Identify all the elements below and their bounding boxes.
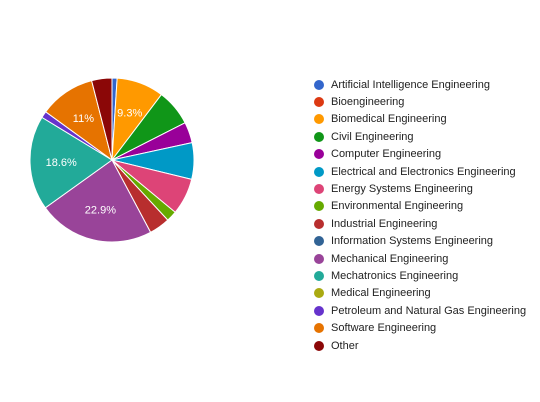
legend-swatch [314, 149, 324, 160]
legend-swatch [314, 131, 324, 142]
pie-slice[interactable] [44, 159, 152, 243]
legend-label: Petroleum and Natural Gas Engineering [331, 304, 527, 317]
legend-swatch [314, 253, 324, 264]
legend-item[interactable]: Medical Engineering [314, 285, 526, 302]
legend-label: Information Systems Engineering [331, 235, 494, 248]
legend-label: Bioengineering [331, 96, 405, 109]
legend-swatch [314, 305, 324, 316]
legend-swatch [314, 114, 324, 125]
legend-label: Civil Engineering [331, 130, 414, 143]
legend-swatch [314, 166, 324, 177]
legend-swatch [314, 184, 324, 195]
legend-label: Other [331, 339, 359, 352]
legend: Artificial Intelligence Engineering Bioen… [314, 76, 526, 354]
legend-item[interactable]: Biomedical Engineering [314, 111, 526, 128]
legend-label: Electrical and Electronics Engineering [331, 165, 516, 178]
legend-item[interactable]: Industrial Engineering [314, 215, 526, 232]
legend-item[interactable]: Mechanical Engineering [314, 250, 526, 267]
legend-item[interactable]: Energy Systems Engineering [314, 180, 526, 197]
slice-data-label: 22.9% [85, 205, 116, 217]
legend-swatch [314, 323, 324, 334]
pie-slice[interactable] [29, 116, 113, 209]
pie-chart: 9.3% 22.9% 18.6% 11% [29, 77, 195, 243]
legend-item[interactable]: Bioengineering [314, 93, 526, 110]
slice-data-label: 9.3% [117, 107, 142, 119]
slice-data-label: 18.6% [46, 157, 77, 169]
legend-swatch [314, 97, 324, 108]
legend-item[interactable]: Information Systems Engineering [314, 233, 526, 250]
legend-item[interactable]: Other [314, 337, 526, 354]
pie-slice[interactable] [91, 77, 113, 161]
legend-item[interactable]: Environmental Engineering [314, 198, 526, 215]
legend-swatch [314, 340, 324, 351]
legend-swatch [314, 218, 324, 229]
legend-label: Environmental Engineering [331, 200, 464, 213]
legend-label: Industrial Engineering [331, 217, 438, 230]
legend-item[interactable]: Software Engineering [314, 319, 526, 336]
slice-data-label: 11% [73, 113, 94, 125]
legend-label: Energy Systems Engineering [331, 183, 473, 196]
legend-swatch [314, 79, 324, 90]
legend-label: Medical Engineering [331, 287, 431, 300]
legend-label: Biomedical Engineering [331, 113, 447, 126]
legend-item[interactable]: Petroleum and Natural Gas Engineering [314, 302, 526, 319]
legend-item[interactable]: Mechatronics Engineering [314, 267, 526, 284]
legend-swatch [314, 288, 324, 299]
legend-label: Mechanical Engineering [331, 252, 449, 265]
legend-item[interactable]: Artificial Intelligence Engineering [314, 76, 526, 93]
legend-item[interactable]: Computer Engineering [314, 146, 526, 163]
legend-label: Computer Engineering [331, 148, 442, 161]
legend-label: Artificial Intelligence Engineering [331, 78, 490, 91]
legend-swatch [314, 270, 324, 281]
legend-swatch [314, 201, 324, 212]
legend-item[interactable]: Electrical and Electronics Engineering [314, 163, 526, 180]
legend-item[interactable]: Civil Engineering [314, 128, 526, 145]
legend-swatch [314, 236, 324, 247]
legend-label: Mechatronics Engineering [331, 269, 459, 282]
legend-label: Software Engineering [331, 322, 437, 335]
